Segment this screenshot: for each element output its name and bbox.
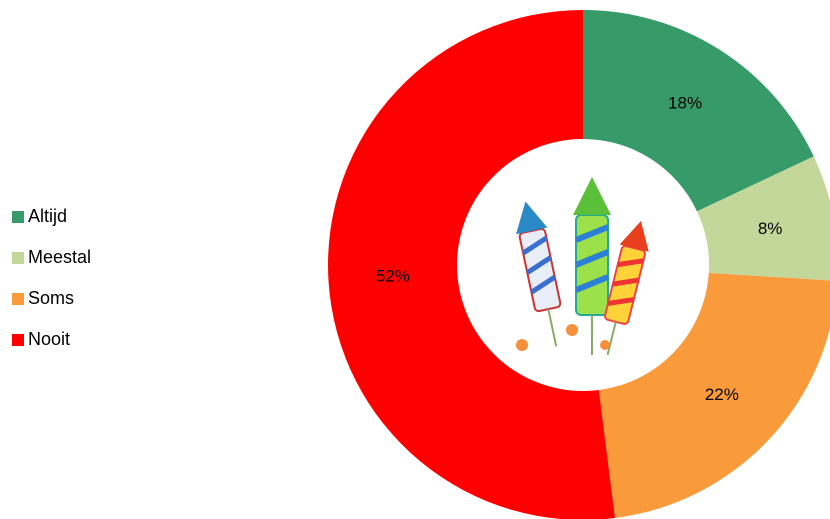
data-label: 22% — [705, 385, 739, 404]
slice — [598, 272, 830, 518]
slice — [583, 10, 814, 212]
legend-swatch — [12, 211, 24, 223]
data-label: 18% — [668, 94, 702, 113]
legend-label: Meestal — [28, 247, 91, 267]
rockets-illustration — [516, 177, 649, 356]
data-label: 52% — [376, 266, 410, 285]
legend-label: Soms — [28, 288, 74, 308]
legend-swatch — [12, 293, 24, 305]
legend-label: Altijd — [28, 206, 67, 226]
slices: 18% 8% 22% 52% — [328, 10, 830, 519]
legend-label: Nooit — [28, 329, 70, 349]
legend-swatch — [12, 252, 24, 264]
slice — [328, 10, 615, 519]
data-label: 8% — [758, 219, 783, 238]
legend-swatch — [12, 334, 24, 346]
legend: Altijd Meestal Soms Nooit — [12, 206, 91, 349]
slice — [697, 156, 830, 281]
